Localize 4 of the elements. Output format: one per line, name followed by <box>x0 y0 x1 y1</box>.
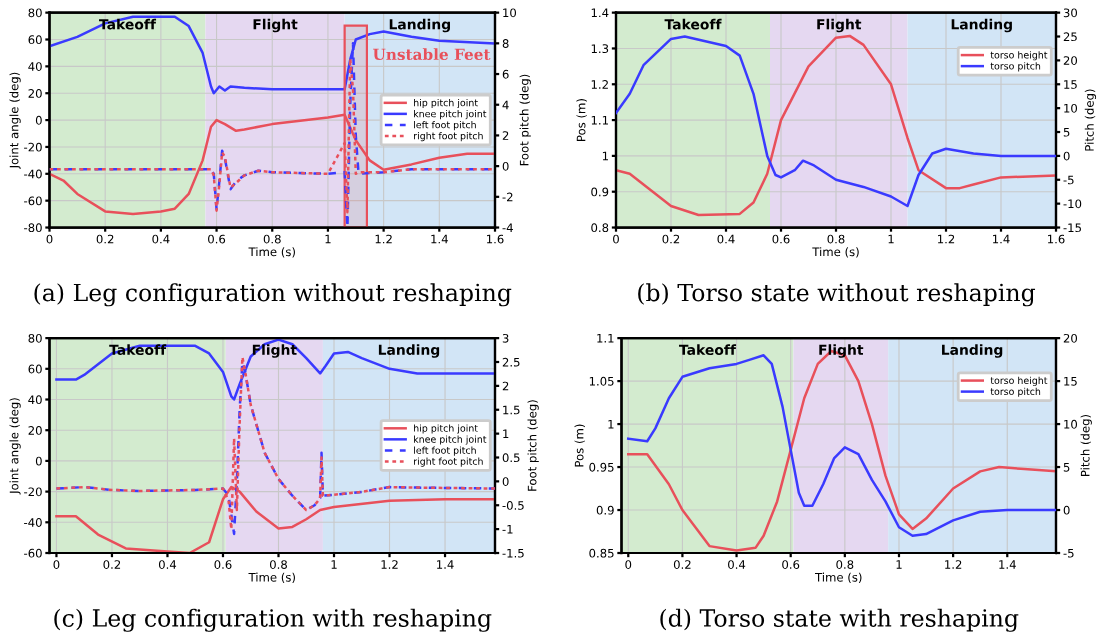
text: (c) Leg configuration with reshaping <box>54 608 492 632</box>
text: (d) Torso state with reshaping <box>660 608 1019 632</box>
text: (a) Leg configuration without reshaping <box>34 283 512 307</box>
text: (b) Torso state without reshaping <box>638 283 1036 307</box>
